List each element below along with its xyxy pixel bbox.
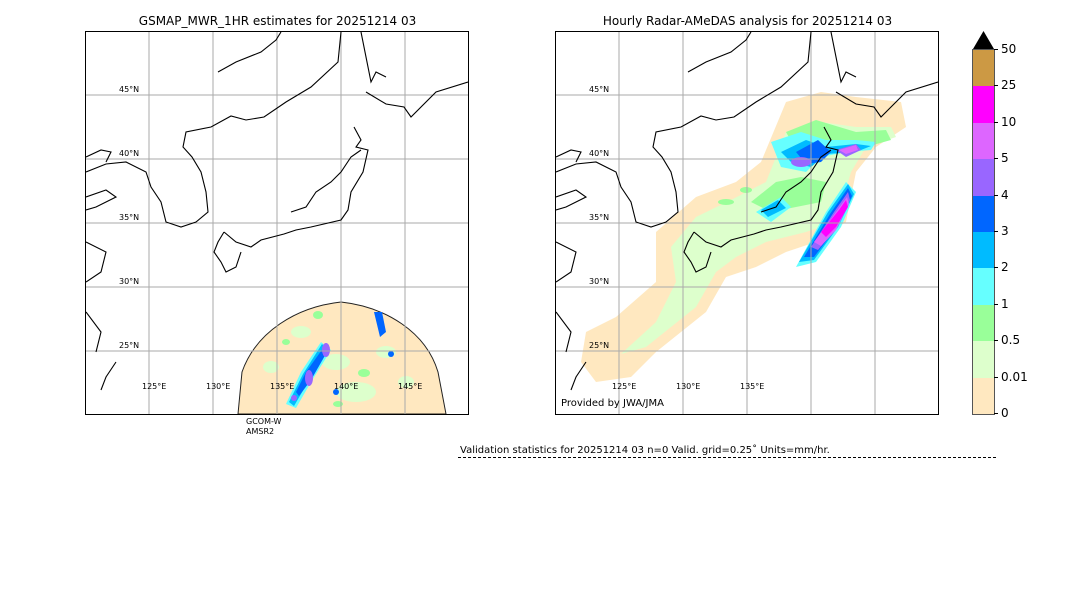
colorbar-label-3: 3 <box>1001 224 1009 238</box>
colorbar-seg-25-50 <box>973 50 994 87</box>
right-map-title: Hourly Radar-AMeDAS analysis for 2025121… <box>602 14 893 28</box>
lon-label-140: 140°E <box>334 382 359 391</box>
lat-label-35: 35°N <box>119 213 140 222</box>
left-map-panel: 45°N 40°N 35°N 30°N 25°N 125°E 130°E 135… <box>85 31 469 415</box>
lat-label-25: 25°N <box>589 341 610 350</box>
lon-label-135: 135°E <box>270 382 295 391</box>
lat-label-30: 30°N <box>119 277 140 286</box>
lat-label-40: 40°N <box>119 149 140 158</box>
colorbar-label-1: 1 <box>1001 297 1009 311</box>
tick <box>994 122 998 123</box>
lon-label-145: 145°E <box>398 382 423 391</box>
colorbar-label-2: 2 <box>1001 260 1009 274</box>
colorbar-label-50: 50 <box>1001 42 1017 56</box>
tick <box>994 158 998 159</box>
lon-label-125: 125°E <box>142 382 167 391</box>
lat-label-30: 30°N <box>589 277 610 286</box>
colorbar-label-0.5: 0.5 <box>1001 333 1021 347</box>
tick <box>994 413 998 414</box>
lon-label-130: 130°E <box>676 382 701 391</box>
colorbar-label-25: 25 <box>1001 78 1017 92</box>
satellite-label: GCOM-W AMSR2 <box>246 417 281 437</box>
colorbar-seg-1-2 <box>973 268 994 305</box>
validation-statistics: Validation statistics for 20251214 03 n=… <box>460 445 830 456</box>
tick <box>994 377 998 378</box>
validation-divider <box>458 457 996 458</box>
right-map-panel: 45°N 40°N 35°N 30°N 25°N 125°E 130°E 135… <box>555 31 939 415</box>
tick <box>994 49 998 50</box>
lat-label-25: 25°N <box>119 341 140 350</box>
lat-label-40: 40°N <box>589 149 610 158</box>
tick <box>994 231 998 232</box>
colorbar-extend-triangle-icon <box>973 31 994 49</box>
tick <box>994 304 998 305</box>
tick <box>994 85 998 86</box>
colorbar-seg-10-25 <box>973 86 994 123</box>
data-credit: Provided by JWA/JMA <box>561 398 664 409</box>
colorbar-seg-0.5-1 <box>973 304 994 342</box>
lon-label-125: 125°E <box>612 382 637 391</box>
tick <box>994 340 998 341</box>
colorbar-seg-5-10 <box>973 122 994 160</box>
colorbar-seg-3-4 <box>973 195 994 232</box>
left-map-canvas <box>86 32 468 414</box>
colorbar <box>972 49 995 415</box>
sensor-name: AMSR2 <box>246 427 275 436</box>
tick <box>994 267 998 268</box>
right-map-canvas <box>556 32 938 414</box>
satellite-name: GCOM-W <box>246 417 282 426</box>
lon-label-130: 130°E <box>206 382 231 391</box>
lat-label-45: 45°N <box>589 85 610 94</box>
lat-label-35: 35°N <box>589 213 610 222</box>
tick <box>994 195 998 196</box>
colorbar-seg-0-0.01 <box>973 377 994 414</box>
colorbar-seg-2-3 <box>973 232 994 269</box>
colorbar-label-10: 10 <box>1001 115 1017 129</box>
left-map-title: GSMAP_MWR_1HR estimates for 20251214 03 <box>138 14 417 28</box>
lat-label-45: 45°N <box>119 85 140 94</box>
colorbar-label-0.01: 0.01 <box>1001 370 1028 384</box>
colorbar-seg-0.01-0.5 <box>973 341 994 378</box>
colorbar-label-5: 5 <box>1001 151 1009 165</box>
colorbar-seg-4-5 <box>973 159 994 196</box>
lon-label-135: 135°E <box>740 382 765 391</box>
colorbar-label-4: 4 <box>1001 188 1009 202</box>
colorbar-label-0: 0 <box>1001 406 1009 420</box>
